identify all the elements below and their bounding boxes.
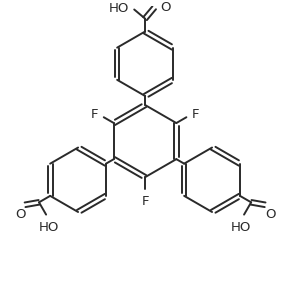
Text: O: O: [160, 1, 170, 14]
Text: F: F: [192, 108, 199, 121]
Text: HO: HO: [109, 2, 129, 15]
Text: O: O: [265, 208, 275, 221]
Text: O: O: [15, 208, 25, 221]
Text: HO: HO: [231, 221, 251, 234]
Text: F: F: [141, 195, 149, 207]
Text: HO: HO: [39, 221, 59, 234]
Text: F: F: [91, 108, 99, 121]
